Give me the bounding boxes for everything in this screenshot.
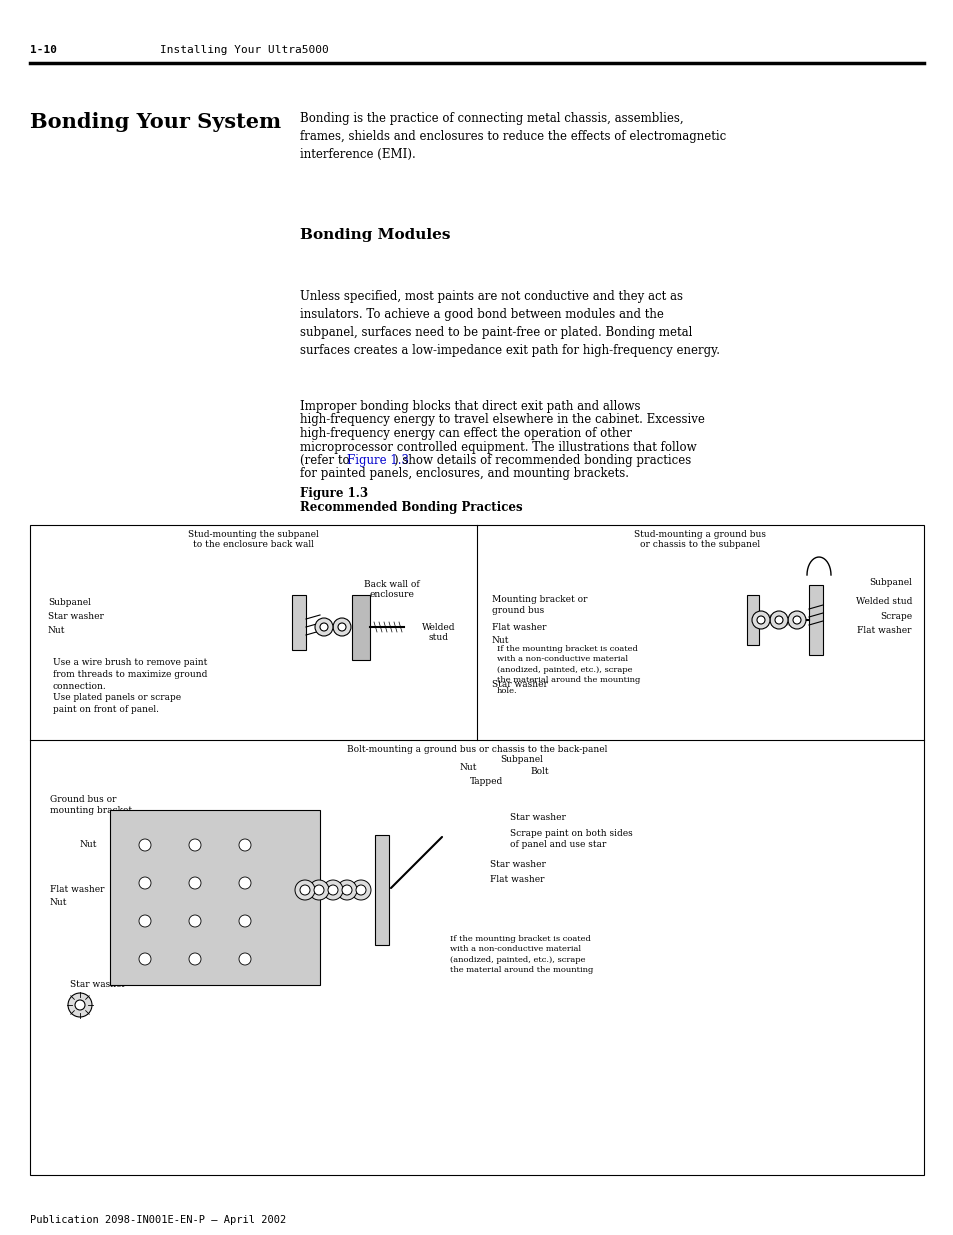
Circle shape [239,877,251,889]
Text: Subpanel: Subpanel [48,598,91,606]
Circle shape [333,618,351,636]
Circle shape [314,885,324,895]
Text: Unless specified, most paints are not conductive and they act as
insulators. To : Unless specified, most paints are not co… [299,290,720,357]
Circle shape [774,616,782,624]
Text: Bolt-mounting a ground bus or chassis to the back-panel: Bolt-mounting a ground bus or chassis to… [347,745,606,755]
Circle shape [189,915,201,927]
Circle shape [319,622,328,631]
Circle shape [189,877,201,889]
Circle shape [239,915,251,927]
Circle shape [751,611,769,629]
Bar [30,525,923,1174]
Text: Nut: Nut [459,763,477,772]
Circle shape [189,953,201,965]
Circle shape [351,881,371,900]
Text: Scrape paint on both sides
of panel and use star: Scrape paint on both sides of panel and … [510,829,632,850]
Circle shape [314,618,333,636]
Bar [352,595,370,659]
Text: Flat washer: Flat washer [490,876,544,884]
Circle shape [787,611,805,629]
Bar [808,585,822,655]
Text: Flat washer: Flat washer [492,622,546,632]
Text: Subpanel: Subpanel [868,578,911,587]
Text: ) show details of recommended bonding practices: ) show details of recommended bonding pr… [394,454,691,467]
Circle shape [139,953,151,965]
Circle shape [355,885,366,895]
Bar [292,595,306,650]
Text: Use plated panels or scrape
paint on front of panel.: Use plated panels or scrape paint on fro… [53,693,181,714]
Circle shape [309,881,329,900]
Text: Star washer: Star washer [492,680,547,689]
Text: Bonding Modules: Bonding Modules [299,228,450,242]
Circle shape [341,885,352,895]
Text: Subpanel: Subpanel [499,755,542,764]
Text: Star washer: Star washer [490,860,545,869]
Circle shape [757,616,764,624]
Text: Publication 2098-IN001E-EN-P — April 2002: Publication 2098-IN001E-EN-P — April 200… [30,1215,286,1225]
Text: Star washer: Star washer [510,813,565,823]
Text: Ground bus or
mounting bracket: Ground bus or mounting bracket [50,795,132,815]
Text: Stud-mounting the subpanel
to the enclosure back wall: Stud-mounting the subpanel to the enclos… [188,530,318,550]
Text: Bonding is the practice of connecting metal chassis, assemblies,
frames, shields: Bonding is the practice of connecting me… [299,112,725,161]
Bar [746,595,759,645]
Text: Figure 1.3: Figure 1.3 [299,487,368,500]
Text: (refer to: (refer to [299,454,353,467]
Circle shape [336,881,356,900]
Text: Mounting bracket or
ground bus: Mounting bracket or ground bus [492,595,587,615]
Text: microprocessor controlled equipment. The illustrations that follow: microprocessor controlled equipment. The… [299,441,696,453]
Text: Nut: Nut [80,840,97,848]
Circle shape [239,953,251,965]
Text: Nut: Nut [48,626,66,635]
Circle shape [323,881,343,900]
Circle shape [189,839,201,851]
Text: Bonding Your System: Bonding Your System [30,112,281,132]
Circle shape [75,1000,85,1010]
Circle shape [337,622,346,631]
Text: Back wall of
enclosure: Back wall of enclosure [364,580,419,599]
Circle shape [328,885,337,895]
Text: If the mounting bracket is coated
with a non-conductive material
(anodized, pain: If the mounting bracket is coated with a… [497,645,639,694]
Text: Welded stud: Welded stud [855,597,911,606]
Text: Scrape: Scrape [879,613,911,621]
Text: Tapped: Tapped [470,777,503,785]
Text: Figure 1.3: Figure 1.3 [347,454,409,467]
Circle shape [139,915,151,927]
Circle shape [68,993,91,1016]
Bar [110,810,319,986]
Text: high-frequency energy to travel elsewhere in the cabinet. Excessive: high-frequency energy to travel elsewher… [299,414,704,426]
Text: Star washer: Star washer [48,613,104,621]
Circle shape [139,877,151,889]
Text: Bolt: Bolt [530,767,548,776]
Circle shape [239,839,251,851]
Text: Improper bonding blocks that direct exit path and allows: Improper bonding blocks that direct exit… [299,400,639,412]
Text: Flat washer: Flat washer [50,885,105,894]
Text: Flat washer: Flat washer [857,626,911,635]
Text: Recommended Bonding Practices: Recommended Bonding Practices [299,501,522,514]
Text: high-frequency energy can effect the operation of other: high-frequency energy can effect the ope… [299,427,631,440]
Text: Stud-mounting a ground bus
or chassis to the subpanel: Stud-mounting a ground bus or chassis to… [634,530,765,550]
Text: Installing Your Ultra5000: Installing Your Ultra5000 [160,44,329,56]
Circle shape [139,839,151,851]
Circle shape [299,885,310,895]
Circle shape [294,881,314,900]
Text: Welded
stud: Welded stud [421,622,455,642]
Text: for painted panels, enclosures, and mounting brackets.: for painted panels, enclosures, and moun… [299,468,628,480]
Circle shape [792,616,801,624]
Bar [375,835,389,945]
Text: 1-10: 1-10 [30,44,57,56]
Text: Nut: Nut [492,636,509,645]
Text: Nut: Nut [50,898,68,906]
Circle shape [769,611,787,629]
Text: Use a wire brush to remove paint
from threads to maximize ground
connection.: Use a wire brush to remove paint from th… [53,658,207,690]
Text: If the mounting bracket is coated
with a non-conductive material
(anodized, pain: If the mounting bracket is coated with a… [450,935,593,974]
Text: Star washer: Star washer [70,981,126,989]
